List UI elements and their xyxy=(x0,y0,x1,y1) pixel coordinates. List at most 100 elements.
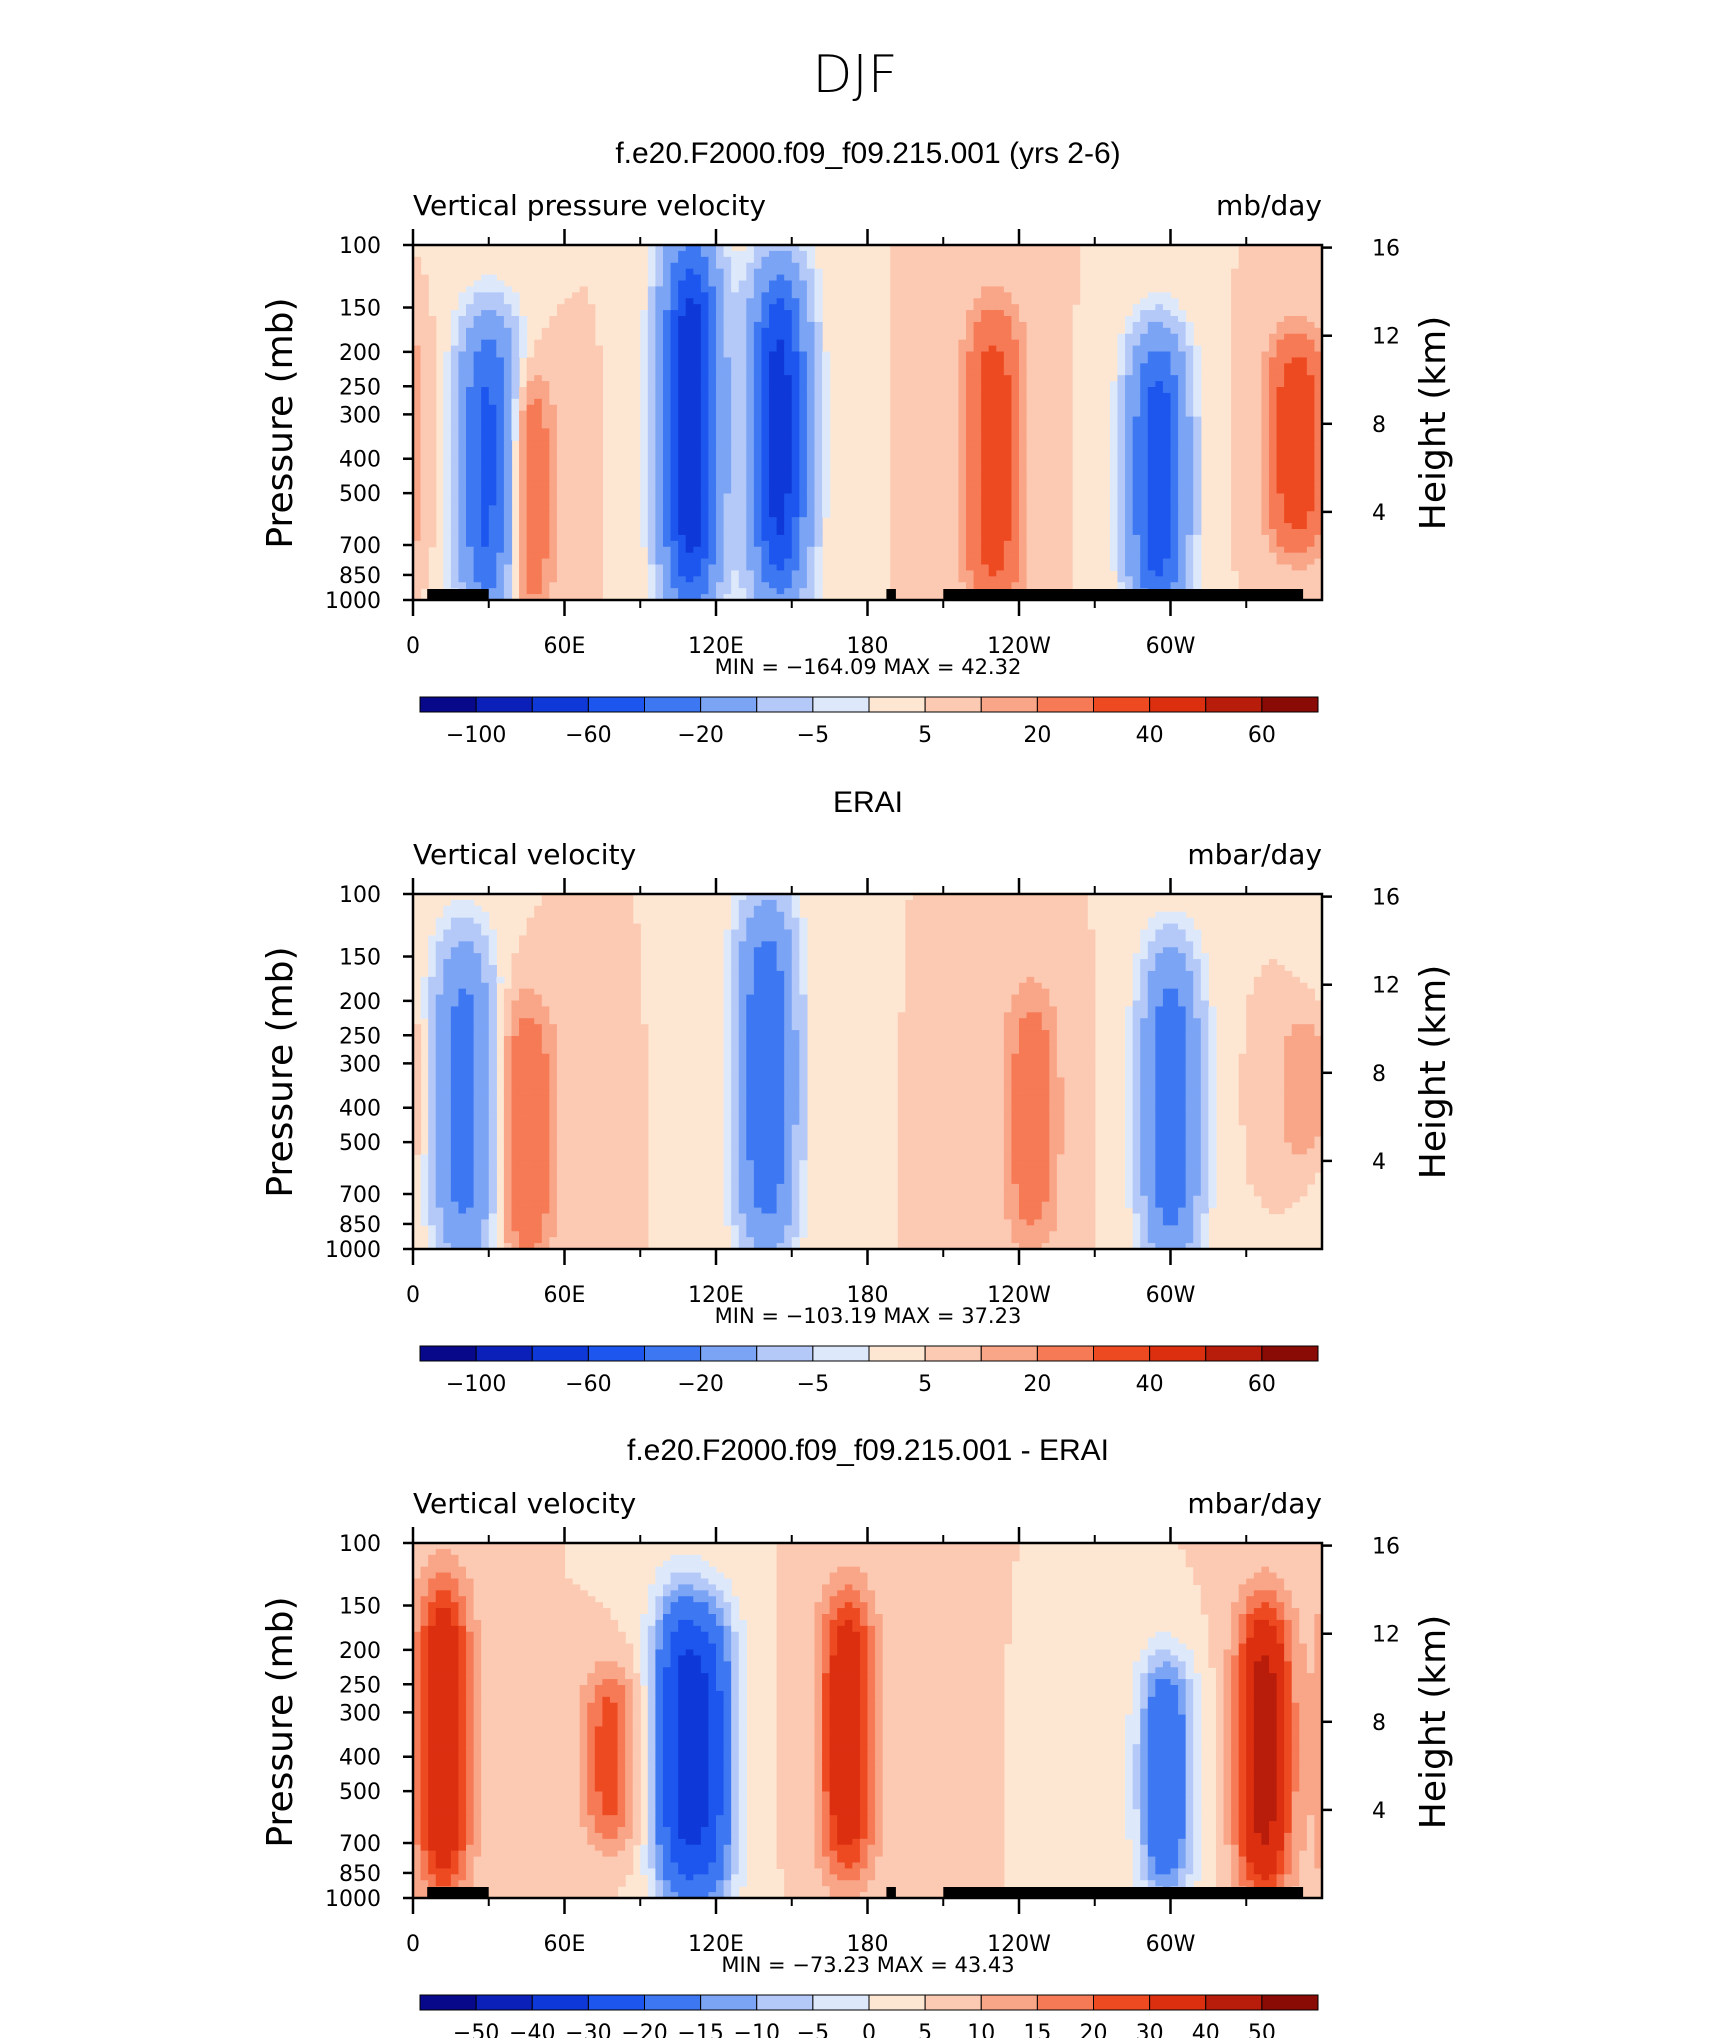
field-cell xyxy=(564,422,573,430)
field-cell xyxy=(1064,375,1073,382)
field-cell xyxy=(784,375,793,382)
field-cell xyxy=(950,333,960,341)
field-cell xyxy=(1314,540,1322,548)
field-cell xyxy=(920,469,929,477)
field-cell xyxy=(1064,511,1073,518)
field-cell xyxy=(1231,422,1240,430)
field-cell xyxy=(981,262,990,270)
field-cell xyxy=(1253,363,1263,370)
field-cell xyxy=(541,440,550,447)
field-cell xyxy=(655,534,664,542)
field-cell xyxy=(549,375,558,382)
field-cell xyxy=(731,552,740,560)
field-cell xyxy=(890,434,899,441)
field-cell xyxy=(1034,245,1043,252)
field-cell xyxy=(920,570,929,577)
field-cell xyxy=(526,481,535,489)
field-cell xyxy=(920,505,929,512)
field-cell xyxy=(935,529,944,536)
field-cell xyxy=(1284,357,1293,364)
field-cell xyxy=(678,517,687,524)
field-cell xyxy=(769,564,778,572)
field-cell xyxy=(890,310,899,317)
field-cell xyxy=(943,310,952,317)
field-cell xyxy=(905,298,914,305)
field-cell xyxy=(526,381,535,388)
field-cell xyxy=(1306,564,1316,572)
field-cell xyxy=(1284,440,1293,447)
field-cell xyxy=(473,369,482,376)
field-cell xyxy=(1238,440,1247,447)
field-cell xyxy=(1064,280,1073,288)
field-cell xyxy=(958,280,967,288)
field-cell xyxy=(1064,463,1073,471)
field-cell xyxy=(791,434,800,441)
field-cell xyxy=(905,292,914,299)
field-cell xyxy=(1026,304,1035,311)
field-cell xyxy=(670,286,679,293)
field-cell xyxy=(466,511,475,518)
field-cell xyxy=(647,245,657,252)
field-cell xyxy=(579,327,588,335)
field-cell xyxy=(1178,369,1187,376)
field-cell xyxy=(996,298,1005,305)
field-cell xyxy=(708,363,717,370)
field-cell xyxy=(1026,517,1035,524)
field-cell xyxy=(1253,517,1263,524)
field-cell xyxy=(1125,392,1134,400)
field-cell xyxy=(1238,517,1247,524)
field-cell xyxy=(784,345,793,353)
field-cell xyxy=(935,304,944,311)
field-cell xyxy=(488,339,497,347)
field-cell xyxy=(799,404,808,412)
field-cell xyxy=(413,452,422,459)
field-cell xyxy=(473,499,482,506)
field-cell xyxy=(594,529,603,536)
field-cell xyxy=(738,422,747,430)
field-cell xyxy=(1291,392,1300,400)
field-cell xyxy=(1056,292,1066,299)
field-cell xyxy=(428,440,437,447)
field-cell xyxy=(1064,298,1073,305)
field-cell xyxy=(655,463,664,471)
field-cell xyxy=(443,392,452,400)
field-cell xyxy=(564,446,573,453)
field-cell xyxy=(587,570,596,577)
field-cell xyxy=(1253,262,1263,270)
field-cell xyxy=(587,529,596,536)
field-cell xyxy=(890,286,899,293)
field-cell xyxy=(769,534,778,542)
field-cell xyxy=(572,333,581,341)
field-cell xyxy=(1261,310,1270,317)
field-cell xyxy=(503,398,513,406)
field-cell xyxy=(1238,422,1247,430)
field-cell xyxy=(776,534,785,542)
field-cell xyxy=(1284,499,1293,506)
field-cell xyxy=(708,280,717,288)
field-cell xyxy=(1291,475,1300,483)
field-cell xyxy=(996,333,1005,341)
field-cell xyxy=(973,304,982,311)
field-cell xyxy=(708,546,717,554)
field-cell xyxy=(587,493,596,501)
field-cell xyxy=(905,345,914,353)
field-cell xyxy=(1314,280,1322,288)
field-cell xyxy=(753,458,763,465)
field-cell xyxy=(466,410,475,418)
field-cell xyxy=(1026,387,1035,394)
field-cell xyxy=(776,416,785,424)
field-cell xyxy=(738,416,747,424)
field-cell xyxy=(1049,469,1058,477)
field-cell xyxy=(678,452,687,459)
field-cell xyxy=(519,552,528,560)
field-cell xyxy=(640,511,649,518)
field-cell xyxy=(1314,493,1322,501)
field-cell xyxy=(1155,339,1164,347)
field-cell xyxy=(503,475,513,483)
field-cell xyxy=(519,463,528,471)
field-cell xyxy=(1193,493,1202,501)
field-cell xyxy=(496,357,505,364)
field-cell xyxy=(791,280,800,288)
field-cell xyxy=(662,280,672,288)
field-cell xyxy=(511,316,520,323)
